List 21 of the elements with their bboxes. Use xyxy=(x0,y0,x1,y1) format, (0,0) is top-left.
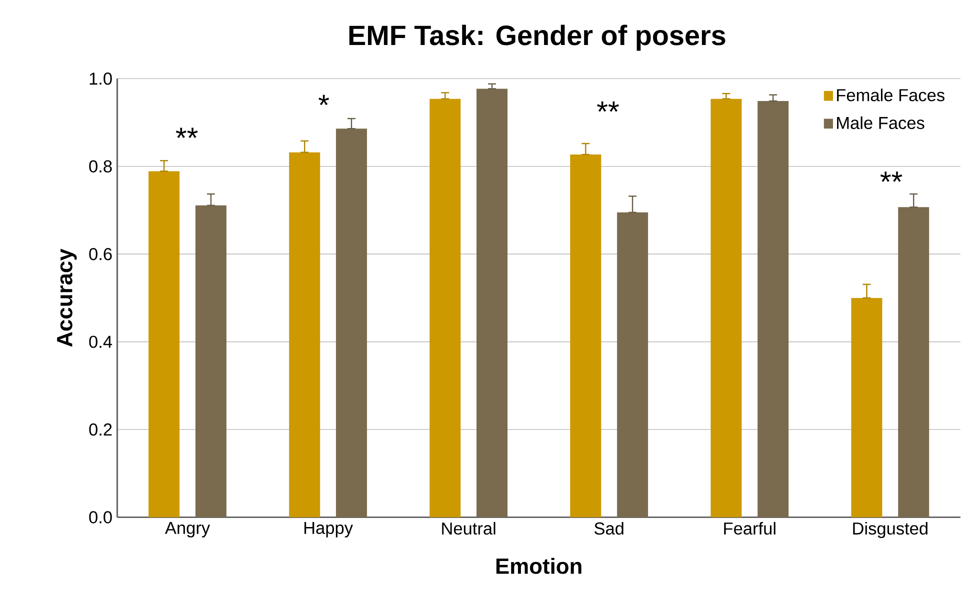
x-tick-label: Sad xyxy=(594,522,624,535)
x-tick-label: Neutral xyxy=(442,522,496,535)
y-tick-label: 1.0 xyxy=(90,72,112,85)
y-tick-label: 0.2 xyxy=(89,423,112,436)
annotation: ** xyxy=(176,128,198,138)
x-tick-label: Happy xyxy=(304,522,353,538)
y-tick-label: 0.4 xyxy=(89,336,112,348)
y-tick-label: 0.8 xyxy=(89,160,112,172)
x-tick-label: Fearful xyxy=(724,522,776,535)
y-axis-title: Accuracy xyxy=(57,248,77,347)
annotation: ** xyxy=(597,101,619,112)
legend-label: Female Faces xyxy=(837,88,944,102)
annotation: ** xyxy=(880,172,902,182)
x-axis-title: Emotion xyxy=(496,558,582,574)
chart-title: EMF Task: Gender of posers xyxy=(349,24,726,51)
y-tick-label: 0.0 xyxy=(89,511,112,524)
x-tick-label: Disgusted xyxy=(853,522,928,538)
legend-label: Male Faces xyxy=(837,116,924,130)
annotation: * xyxy=(318,94,330,106)
y-tick-label: 0.6 xyxy=(89,248,112,260)
x-tick-label: Angry xyxy=(164,522,210,538)
